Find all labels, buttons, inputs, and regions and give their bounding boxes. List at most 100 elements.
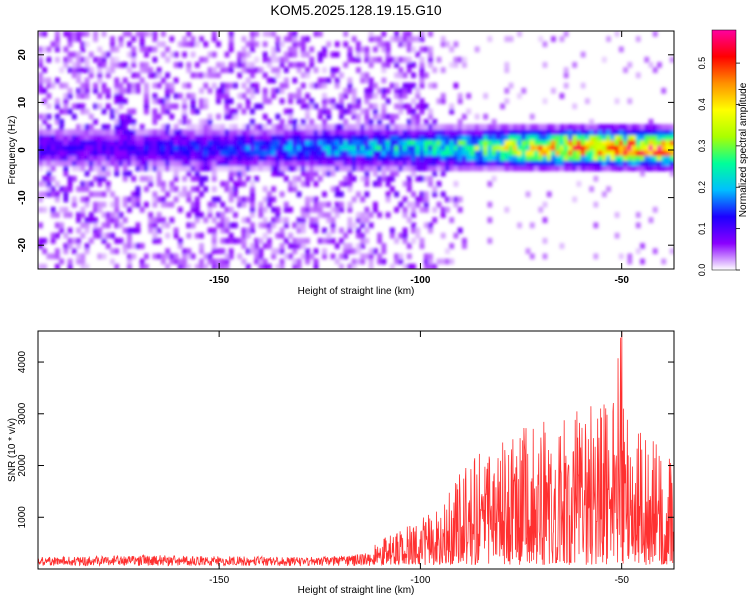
heatmap-cell [131,56,137,63]
heatmap-cell [199,232,204,239]
heatmap-cell [38,191,43,198]
heatmap-cell [203,217,209,224]
heatmap-cell [661,165,667,172]
heatmap-cell [233,237,238,244]
heatmap-cell [428,124,433,130]
heatmap-cell [165,191,171,198]
heatmap-cell [614,134,620,141]
heatmap-cell [368,93,374,99]
heatmap-cell [470,124,476,130]
heatmap-cell [606,129,611,136]
heatmap-cell [500,144,505,151]
heatmap-cell [131,72,137,79]
heatmap-cell [453,134,459,141]
heatmap-cell [173,103,179,110]
heatmap-cell [436,134,442,141]
heatmap-cell [309,175,315,182]
heatmap-cell [67,263,73,269]
heatmap-cell [618,134,624,141]
heatmap-cell [347,165,353,172]
heatmap-cell [59,108,65,115]
heatmap-cell [300,150,306,156]
heatmap-cell [199,175,204,182]
heatmap-cell [635,139,641,146]
heatmap-cell [250,155,255,161]
heatmap-cell [377,118,383,125]
heatmap-cell [173,165,179,172]
heatmap-cell [144,129,149,136]
heatmap-cell [271,139,277,146]
heatmap-cell [258,248,264,255]
heatmap-cell [351,108,357,115]
heatmap-cell [521,129,527,136]
heatmap-cell [182,108,187,115]
heatmap-cell [470,129,476,136]
heatmap-cell [491,144,497,151]
heatmap-cell [250,186,255,192]
heatmap-cell [54,113,60,120]
heatmap-cell [440,41,446,48]
heatmap-cell [254,175,260,182]
heatmap-cell [432,165,438,172]
heatmap-cell [394,170,399,177]
heatmap-cell [406,165,412,172]
heatmap-cell [173,93,179,99]
heatmap-cell [38,72,43,79]
heatmap-cell [292,36,298,42]
x-tick-label: -100 [410,275,430,286]
heatmap-cell [105,217,111,224]
heatmap-cell [517,93,522,99]
heatmap-cell [339,124,344,130]
heatmap-cell [305,51,310,58]
heatmap-cell [551,87,556,94]
heatmap-cell [428,155,433,161]
heatmap-cell [271,51,277,58]
heatmap-cell [322,82,327,89]
heatmap-cell [152,227,158,234]
heatmap-cell [250,139,255,146]
heatmap-cell [220,237,226,244]
heatmap-cell [97,253,103,260]
heatmap-cell [160,258,166,265]
heatmap-cell [127,31,132,37]
heatmap-cell [144,93,149,99]
heatmap-cell [194,129,200,136]
heatmap-cell [182,263,187,269]
heatmap-cell [466,150,472,156]
heatmap-cell [326,134,332,141]
heatmap-cell [266,134,272,141]
heatmap-cell [411,263,416,269]
heatmap-cell [152,56,158,63]
heatmap-cell [199,258,204,265]
heatmap-cell [402,196,408,203]
heatmap-cell [576,165,582,172]
heatmap-cell [449,144,455,151]
heatmap-cell [296,67,302,73]
heatmap-cell [322,139,327,146]
heatmap-cell [71,237,77,244]
heatmap-cell [347,56,353,63]
heatmap-cell [559,124,565,130]
heatmap-cell [152,196,158,203]
heatmap-cell [224,93,230,99]
heatmap-cell [377,165,383,172]
heatmap-cell [351,196,357,203]
heatmap-cell [245,175,251,182]
heatmap-cell [640,129,645,136]
heatmap-cell [93,36,98,42]
heatmap-cell [233,139,238,146]
heatmap-cell [160,134,166,141]
heatmap-cell [245,134,251,141]
heatmap-cell [216,258,221,265]
heatmap-cell [177,129,183,136]
heatmap-cell [347,108,353,115]
heatmap-cell [190,155,196,161]
heatmap-cell [50,165,56,172]
heatmap-cell [635,222,641,229]
heatmap-cell [428,31,433,37]
heatmap-cell [67,155,73,161]
heatmap-cell [436,144,442,151]
heatmap-cell [580,160,586,167]
heatmap-cell [398,108,404,115]
heatmap-cell [245,217,251,224]
